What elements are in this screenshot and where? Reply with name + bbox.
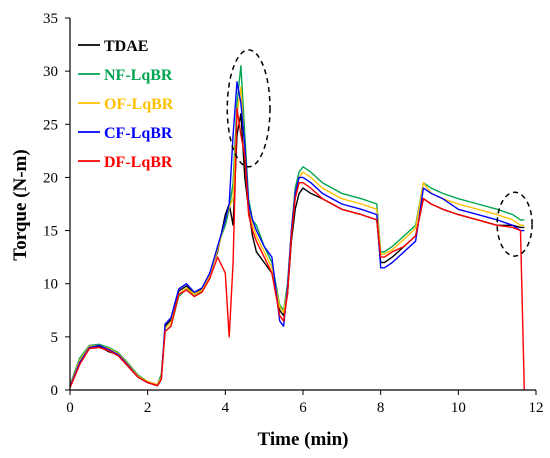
x-tick-label: 12 bbox=[529, 400, 544, 416]
y-tick-label: 5 bbox=[51, 330, 59, 346]
plot-area bbox=[69, 65, 525, 391]
x-tick-label: 8 bbox=[377, 400, 385, 416]
y-tick-label: 30 bbox=[43, 64, 58, 80]
annotations bbox=[226, 49, 533, 257]
dashed-circle-annotation-2 bbox=[496, 191, 533, 257]
series-line-df-lqbr bbox=[69, 107, 525, 391]
y-tick-label: 0 bbox=[51, 383, 59, 399]
legend-label: OF-LqBR bbox=[104, 96, 174, 113]
x-tick-label: 10 bbox=[451, 400, 466, 416]
y-tick-label: 25 bbox=[43, 117, 58, 133]
legend-label: DF-LqBR bbox=[104, 154, 173, 171]
x-tick-label: 6 bbox=[299, 400, 307, 416]
y-tick-label: 35 bbox=[43, 11, 58, 27]
series-line-nf-lqbr bbox=[69, 65, 525, 386]
y-tick-label: 10 bbox=[43, 277, 58, 293]
x-tick-label: 0 bbox=[66, 400, 74, 416]
legend-label: NF-LqBR bbox=[104, 67, 173, 84]
y-tick-label: 15 bbox=[43, 224, 58, 240]
legend: TDAE NF-LqBR OF-LqBR CF-LqBR DF-LqBR bbox=[78, 38, 174, 171]
ticks: 0 2 4 6 8 10 12 0 5 10 15 20 25 30 35 bbox=[43, 11, 544, 416]
legend-label: TDAE bbox=[104, 38, 148, 55]
dashed-circle-annotation-1 bbox=[226, 49, 271, 168]
x-tick-label: 4 bbox=[222, 400, 230, 416]
x-tick-label: 2 bbox=[144, 400, 152, 416]
y-axis-label: Torque (N-m) bbox=[10, 149, 31, 260]
y-tick-label: 20 bbox=[43, 170, 58, 186]
legend-label: CF-LqBR bbox=[104, 125, 173, 142]
x-axis-label: Time (min) bbox=[258, 429, 349, 450]
